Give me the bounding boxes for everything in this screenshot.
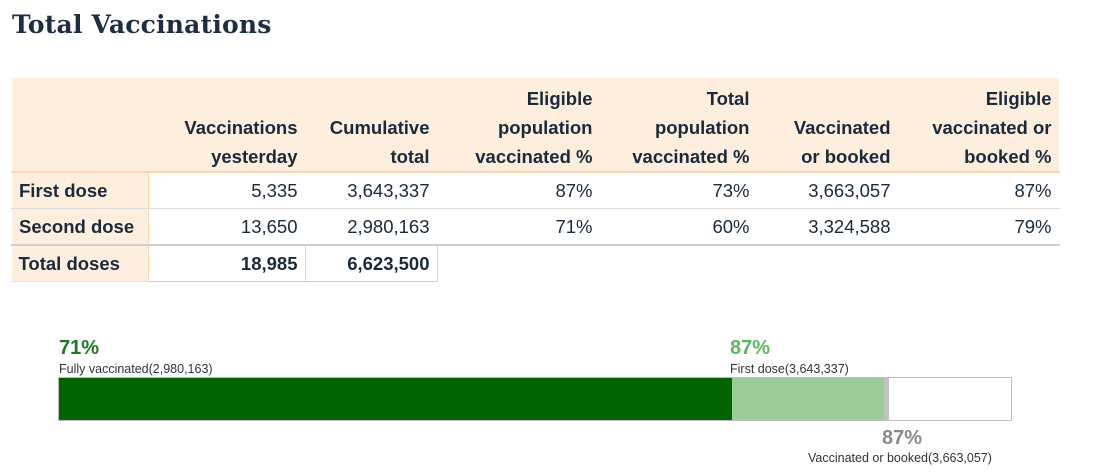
- table-header-row: Vaccinations yesterday Cumulative total …: [11, 77, 1059, 173]
- vaccination-progress-bar: [58, 377, 1012, 421]
- table-row-total-doses: Total doses 18,985 6,623,500: [11, 245, 1060, 282]
- row-label: First dose: [11, 171, 149, 209]
- empty-cell: [757, 245, 898, 282]
- header-cumulative-total: Cumulative total: [329, 117, 430, 167]
- table-cell: 3,663,057: [757, 171, 898, 209]
- table-cell: 3,324,588: [757, 208, 898, 246]
- table-cell-total: 18,985: [148, 245, 306, 282]
- header-eligible-vaccinated-pct: Eligible population vaccinated %: [475, 88, 593, 167]
- table-cell: 87%: [437, 171, 600, 209]
- header-total-vaccinated-pct: Total population vaccinated %: [632, 88, 750, 167]
- booked-percent: 87%: [882, 427, 923, 449]
- empty-cell: [898, 245, 1059, 282]
- header-vaccinations-yesterday: Vaccinations yesterday: [184, 117, 298, 167]
- empty-cell: [437, 245, 600, 282]
- header-vaccinated-or-booked: Vaccinated or booked: [793, 117, 891, 167]
- empty-cell: [600, 245, 757, 282]
- table-cell: 71%: [437, 208, 600, 246]
- table-cell: 5,335: [148, 171, 305, 209]
- table-cell-total: 6,623,500: [305, 245, 438, 282]
- first-dose-fill: [732, 378, 884, 420]
- table-cell: 79%: [898, 208, 1059, 246]
- row-label: Second dose: [11, 208, 149, 246]
- vaccination-table: Vaccinations yesterday Cumulative total …: [11, 77, 1060, 282]
- table-cell: 60%: [600, 208, 757, 246]
- fully-vaccinated-percent: 71%: [59, 337, 100, 359]
- page-title: Total Vaccinations: [12, 10, 272, 39]
- row-label: Total doses: [11, 245, 149, 282]
- table-cell: 2,980,163: [305, 208, 437, 246]
- fully-vaccinated-caption: Fully vaccinated(2,980,163): [59, 362, 213, 376]
- table-cell: 13,650: [148, 208, 305, 246]
- table-cell: 73%: [600, 171, 757, 209]
- table-cell: 3,643,337: [305, 171, 437, 209]
- table-row-first-dose: First dose 5,335 3,643,337 87% 73% 3,663…: [11, 171, 1059, 209]
- booked-fill: [884, 378, 889, 420]
- header-eligible-booked-pct: Eligible vaccinated or booked %: [932, 88, 1052, 167]
- first-dose-caption: First dose(3,643,337): [730, 362, 849, 376]
- table-cell: 87%: [898, 171, 1059, 209]
- table-row-second-dose: Second dose 13,650 2,980,163 71% 60% 3,3…: [11, 208, 1059, 246]
- first-dose-percent: 87%: [730, 337, 771, 359]
- booked-caption: Vaccinated or booked(3,663,057): [808, 451, 992, 465]
- fully-vaccinated-fill: [59, 378, 732, 420]
- table-header-corner: [12, 78, 149, 173]
